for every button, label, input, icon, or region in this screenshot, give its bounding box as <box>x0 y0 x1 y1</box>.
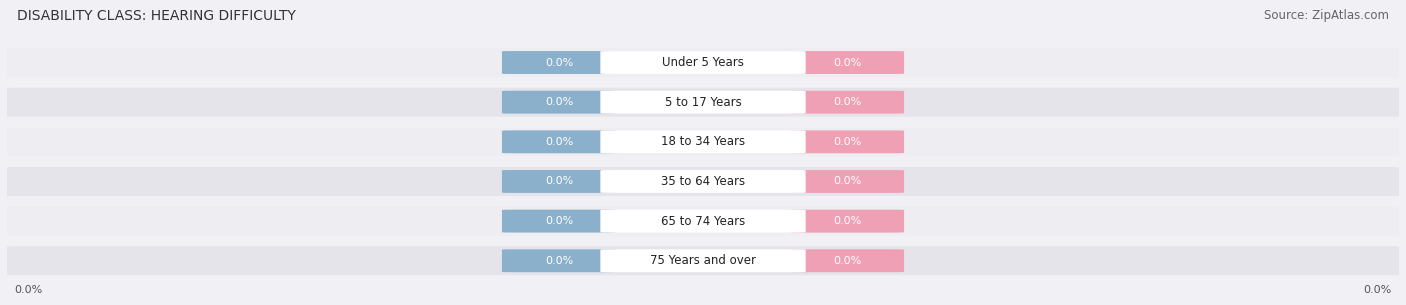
Text: 18 to 34 Years: 18 to 34 Years <box>661 135 745 148</box>
FancyBboxPatch shape <box>600 249 806 272</box>
Text: 0.0%: 0.0% <box>544 97 574 107</box>
FancyBboxPatch shape <box>790 210 904 233</box>
FancyBboxPatch shape <box>790 51 904 74</box>
Text: 0.0%: 0.0% <box>14 285 42 295</box>
FancyBboxPatch shape <box>502 210 616 233</box>
Text: 0.0%: 0.0% <box>832 177 862 186</box>
Text: Source: ZipAtlas.com: Source: ZipAtlas.com <box>1264 9 1389 22</box>
FancyBboxPatch shape <box>502 249 616 272</box>
Text: 0.0%: 0.0% <box>832 58 862 67</box>
FancyBboxPatch shape <box>502 170 616 193</box>
Text: 0.0%: 0.0% <box>832 216 862 226</box>
FancyBboxPatch shape <box>790 170 904 193</box>
FancyBboxPatch shape <box>7 88 1399 117</box>
FancyBboxPatch shape <box>7 127 1399 156</box>
FancyBboxPatch shape <box>600 91 806 114</box>
FancyBboxPatch shape <box>502 130 616 153</box>
Text: 0.0%: 0.0% <box>832 97 862 107</box>
FancyBboxPatch shape <box>7 167 1399 196</box>
FancyBboxPatch shape <box>7 48 1399 77</box>
Text: 0.0%: 0.0% <box>544 216 574 226</box>
Text: 5 to 17 Years: 5 to 17 Years <box>665 96 741 109</box>
Text: 0.0%: 0.0% <box>832 256 862 266</box>
FancyBboxPatch shape <box>7 207 1399 235</box>
FancyBboxPatch shape <box>600 51 806 74</box>
FancyBboxPatch shape <box>7 246 1399 275</box>
Text: 65 to 74 Years: 65 to 74 Years <box>661 215 745 228</box>
Text: 0.0%: 0.0% <box>544 256 574 266</box>
FancyBboxPatch shape <box>600 130 806 153</box>
FancyBboxPatch shape <box>600 170 806 193</box>
Text: 35 to 64 Years: 35 to 64 Years <box>661 175 745 188</box>
FancyBboxPatch shape <box>502 51 616 74</box>
Text: 0.0%: 0.0% <box>544 177 574 186</box>
FancyBboxPatch shape <box>600 210 806 233</box>
FancyBboxPatch shape <box>790 249 904 272</box>
Text: Under 5 Years: Under 5 Years <box>662 56 744 69</box>
Text: 0.0%: 0.0% <box>544 58 574 67</box>
Text: 0.0%: 0.0% <box>1364 285 1392 295</box>
Text: DISABILITY CLASS: HEARING DIFFICULTY: DISABILITY CLASS: HEARING DIFFICULTY <box>17 9 295 23</box>
Text: 75 Years and over: 75 Years and over <box>650 254 756 267</box>
Text: 0.0%: 0.0% <box>832 137 862 147</box>
FancyBboxPatch shape <box>790 91 904 114</box>
FancyBboxPatch shape <box>790 130 904 153</box>
FancyBboxPatch shape <box>502 91 616 114</box>
Text: 0.0%: 0.0% <box>544 137 574 147</box>
